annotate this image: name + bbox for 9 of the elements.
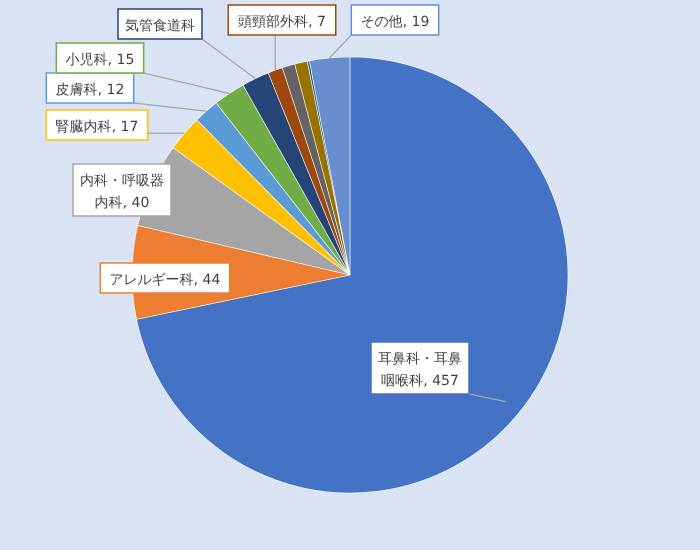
slice-label: その他, 19 [360,14,430,30]
slice-label: 内科・呼吸器内科, 40 [80,173,164,211]
slice-label: アレルギー科, 44 [110,272,220,288]
slice-label: 頭頸部外科, 7 [238,14,326,30]
slice-label: 小児科, 15 [66,52,134,68]
slice-label: 腎臓内科, 17 [56,119,138,135]
slice-label: 耳鼻科・耳鼻咽喉科, 457 [378,351,462,389]
slice-label: 皮膚科, 12 [56,82,124,98]
slice-label: 気管食道科 [125,18,195,34]
